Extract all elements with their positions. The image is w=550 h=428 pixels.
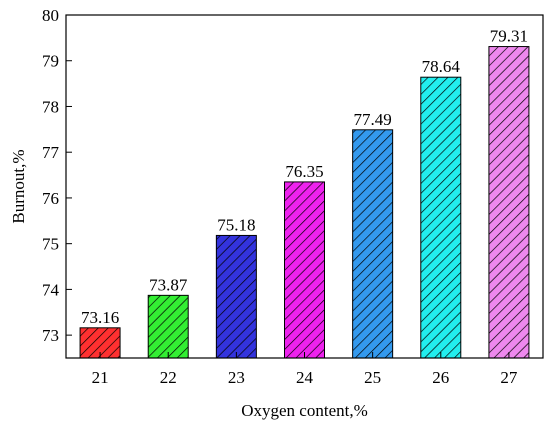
y-tick-label-73: 73 — [42, 326, 59, 345]
value-label-26: 78.64 — [422, 57, 461, 76]
y-tick-label-77: 77 — [42, 143, 60, 162]
y-axis: 73 74 75 76 77 78 79 80 — [42, 6, 72, 345]
value-label-21: 73.16 — [81, 308, 119, 327]
bar-26 — [420, 76, 462, 359]
value-label-24: 76.35 — [285, 162, 323, 181]
bar-24 — [284, 181, 325, 359]
x-axis: 21 22 23 24 25 26 27 — [92, 352, 518, 387]
x-tick-label-21: 21 — [92, 368, 109, 387]
y-tick-label-76: 76 — [42, 189, 59, 208]
y-tick-label-80: 80 — [42, 6, 59, 25]
bars-group — [79, 46, 530, 359]
x-tick-label-26: 26 — [432, 368, 449, 387]
bar-22 — [147, 294, 189, 359]
value-label-22: 73.87 — [149, 275, 188, 294]
y-tick-label-74: 74 — [42, 280, 60, 299]
x-axis-title: Oxygen content,% — [241, 401, 368, 420]
value-label-25: 77.49 — [354, 110, 392, 129]
bar-23 — [215, 234, 257, 359]
y-tick-label-78: 78 — [42, 97, 59, 116]
x-tick-label-22: 22 — [160, 368, 177, 387]
x-tick-label-23: 23 — [228, 368, 245, 387]
value-label-27: 79.31 — [490, 27, 528, 46]
bar-27 — [488, 46, 530, 359]
value-label-23: 75.18 — [217, 215, 255, 234]
x-tick-label-24: 24 — [296, 368, 314, 387]
y-tick-label-75: 75 — [42, 235, 59, 254]
y-tick-label-79: 79 — [42, 52, 59, 71]
y-axis-title: Burnout,% — [9, 149, 28, 223]
x-tick-label-25: 25 — [364, 368, 381, 387]
bar-25 — [352, 129, 394, 359]
x-tick-label-27: 27 — [500, 368, 518, 387]
value-labels-group: 73.16 73.87 75.18 76.35 77.49 78.64 79.31 — [81, 27, 528, 327]
